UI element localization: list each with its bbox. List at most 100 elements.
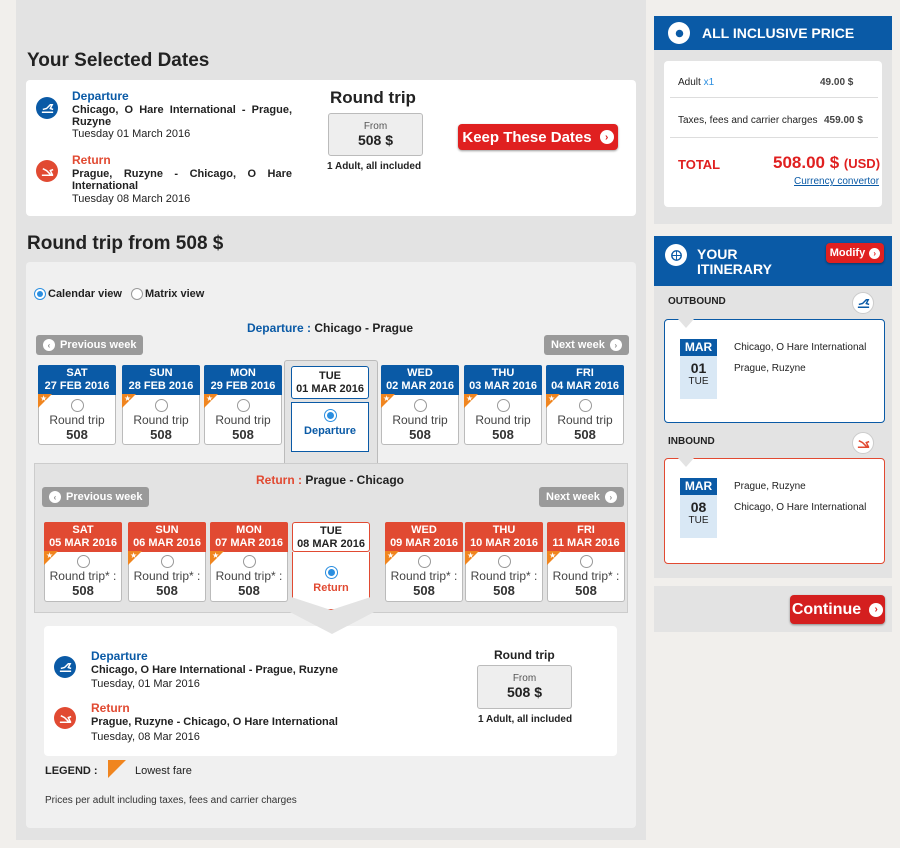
summary-return-route: Prague, Ruzyne - Chicago, O Hare Interna… (91, 716, 338, 728)
outbound-day-selected[interactable]: TUE 01 MAR 2016 Departure (291, 366, 369, 452)
return-day-1[interactable]: SAT 05 MAR 2016 ★ Round trip* :508 (44, 522, 122, 602)
return-day-selected[interactable]: TUE 08 MAR 2016 Return (292, 522, 370, 610)
day-date: 05 MAR 2016 (49, 537, 117, 549)
keep-dates-label: Keep These Dates (462, 128, 592, 146)
day-label: Round trip* : (133, 569, 201, 583)
summary-return-label: Return (91, 701, 130, 715)
day-dow: MON (236, 524, 262, 536)
star-icon: ★ (383, 394, 391, 403)
chevron-left-icon: ‹ (49, 491, 61, 503)
from-label: From (363, 121, 388, 132)
outbound-from: Chicago, O Hare International (734, 342, 867, 353)
passenger-info: 1 Adult, all included (327, 161, 422, 172)
day-date: 11 MAR 2016 (552, 537, 620, 549)
legend-label: LEGEND : (45, 765, 98, 777)
star-icon: ★ (467, 551, 475, 560)
day-price: 508 (150, 427, 172, 442)
return-label: Return (72, 153, 111, 167)
inbound-month: MAR (680, 478, 717, 495)
summary-departure-route: Chicago, O Hare International - Prague, … (91, 664, 338, 676)
day-date: 28 FEB 2016 (128, 380, 194, 392)
star-icon: ★ (206, 394, 214, 403)
day-price: 508 (66, 427, 88, 442)
return-day-6[interactable]: THU 10 MAR 2016 ★ Round trip* :508 (465, 522, 543, 602)
continue-button[interactable]: Continue › (790, 595, 885, 624)
return-days-row: SAT 05 MAR 2016 ★ Round trip* :508 SUN 06 M… (44, 522, 625, 617)
next-week-label: Next week (551, 339, 605, 351)
day-date: 01 MAR 2016 (296, 383, 364, 395)
day-date: 03 MAR 2016 (469, 380, 537, 392)
outbound-day-5[interactable]: WED 02 MAR 2016 ★ Round trip 508 (381, 365, 459, 445)
chevron-right-icon: › (869, 602, 884, 617)
inbound-to: Chicago, O Hare International (734, 502, 867, 513)
day-date: 08 MAR 2016 (297, 538, 365, 550)
day-price: 508 (575, 583, 597, 598)
outbound-day-1[interactable]: SAT 27 FEB 2016 ★ Round trip 508 (38, 365, 116, 445)
outbound-day-2[interactable]: SUN 28 FEB 2016 ★ Round trip 508 (122, 365, 200, 445)
chevron-right-icon: › (869, 247, 881, 259)
star-icon: ★ (46, 551, 54, 560)
return-caption: Return : Prague - Chicago (0, 473, 660, 487)
price-header-title: ALL INCLUSIVE PRICE (702, 25, 855, 41)
outbound-day-6[interactable]: THU 03 MAR 2016 ★ Round trip 508 (464, 365, 542, 445)
day-label: Round trip* : (215, 569, 283, 583)
summary-return-date: Tuesday, 08 Mar 2016 (91, 731, 200, 743)
day-price: 508 (238, 583, 260, 598)
departure-plane-icon (54, 656, 76, 678)
matrix-view-radio[interactable]: Matrix view (131, 288, 204, 300)
outbound-prev-week-button[interactable]: ‹ Previous week (36, 335, 144, 355)
keep-dates-button[interactable]: Keep These Dates › (458, 124, 618, 150)
total-price: 508.00 $ (USD) (773, 153, 881, 172)
departure-route: Chicago, O Hare International - Prague, … (72, 104, 292, 128)
inbound-dow: TUE (688, 515, 709, 526)
outbound-day-3[interactable]: MON 29 FEB 2016 ★ Round trip 508 (204, 365, 282, 445)
total-currency: (USD) (843, 156, 881, 171)
inbound-label: INBOUND (668, 436, 715, 447)
day-date: 04 MAR 2016 (551, 380, 619, 392)
radio-selected-icon (324, 566, 338, 579)
chevron-right-icon: › (599, 130, 614, 144)
return-day-2[interactable]: SUN 06 MAR 2016 ★ Round trip* :508 (128, 522, 206, 602)
prev-week-label: Previous week (66, 491, 143, 503)
star-icon: ★ (212, 551, 220, 560)
calendar-view-label: Calendar view (48, 288, 122, 300)
return-plane-icon (36, 160, 58, 182)
day-date: 02 MAR 2016 (386, 380, 454, 392)
chevron-right-icon: › (609, 339, 622, 351)
day-price: 508 (156, 583, 178, 598)
price-card (664, 61, 882, 207)
day-label: Round trip (215, 413, 271, 427)
outbound-month: MAR (680, 339, 717, 356)
modify-button[interactable]: Modify › (826, 243, 884, 263)
day-dow: THU (491, 367, 515, 379)
day-date: 09 MAR 2016 (390, 537, 458, 549)
star-icon: ★ (549, 551, 557, 560)
radio-selected-icon (323, 409, 337, 422)
outbound-days-row: SAT 27 FEB 2016 ★ Round trip 508 SUN 28 FEB … (38, 365, 628, 455)
currency-converter-link[interactable]: Currency convertor (794, 176, 880, 187)
day-label: Round trip (49, 413, 105, 427)
return-day-3[interactable]: MON 07 MAR 2016 ★ Round trip* :508 (210, 522, 288, 602)
departure-caption-route: Chicago - Prague (314, 321, 414, 335)
taxes-price: 459.00 $ (824, 115, 863, 126)
star-icon: ★ (130, 551, 138, 560)
return-next-week-button[interactable]: Next week › (539, 487, 624, 507)
day-date: 10 MAR 2016 (470, 537, 538, 549)
adult-count: x1 (703, 77, 715, 88)
outbound-day-7[interactable]: FRI 04 MAR 2016 ★ Round trip 508 (546, 365, 624, 445)
return-route: Prague, Ruzyne - Chicago, O Hare Interna… (72, 168, 292, 192)
day-label: Departure (304, 425, 356, 437)
calendar-view-radio[interactable]: Calendar view (34, 288, 122, 300)
day-dow: WED (411, 524, 437, 536)
day-date: 27 FEB 2016 (44, 380, 110, 392)
summary-trip-type: Round trip (494, 648, 555, 662)
return-day-5[interactable]: WED 09 MAR 2016 ★ Round trip* :508 (385, 522, 463, 602)
departure-plane-icon (852, 292, 874, 314)
return-prev-week-button[interactable]: ‹ Previous week (42, 487, 150, 507)
taxes-label: Taxes, fees and carrier charges (678, 115, 818, 126)
day-dow: SUN (155, 524, 179, 536)
outbound-next-week-button[interactable]: Next week › (544, 335, 629, 355)
day-label: Round trip (475, 413, 531, 427)
return-day-7[interactable]: FRI 11 MAR 2016 ★ Round trip* :508 (547, 522, 625, 602)
star-icon: ★ (387, 551, 395, 560)
